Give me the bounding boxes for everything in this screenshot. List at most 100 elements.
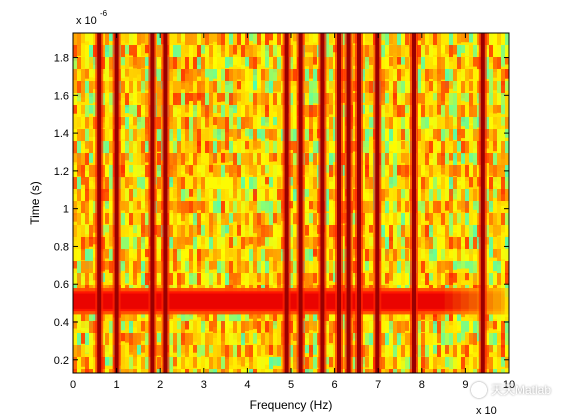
heatmap-cell [133,129,137,144]
heatmap-cell [141,129,145,141]
heatmap-cell [325,69,329,81]
heatmap-cell [433,261,437,272]
heatmap-cell [141,165,145,175]
heatmap-cell [401,357,405,371]
heatmap-cell [401,333,405,353]
heatmap-cell [189,249,193,269]
heatmap-cell [121,93,125,102]
heatmap-cell [425,153,429,171]
heatmap-cell [269,201,273,213]
heatmap-cell [365,129,369,147]
heatmap-cell [485,117,489,137]
heatmap-cell [305,177,309,195]
heatmap-cell [73,153,77,163]
heatmap-cell [417,249,421,257]
heatmap-cell [241,201,245,214]
heatmap-cell [77,225,81,238]
heatmap-cell [501,261,505,276]
heatmap-cell [133,153,137,173]
heatmap-cell [213,369,217,373]
heatmap-cell [189,129,193,145]
heatmap-cell [497,333,501,343]
heatmap-cell [169,141,173,157]
heatmap-cell [225,69,229,86]
heatmap-cell [261,225,265,245]
heatmap-cell [269,165,273,178]
heatmap-cell [369,201,373,215]
heatmap-cell [221,69,225,81]
heatmap-cell [221,45,225,58]
heatmap-cell [465,57,469,66]
heatmap-cell [89,177,93,188]
heatmap-cell [249,345,253,362]
heatmap-cell [305,153,309,173]
heatmap-cell [289,45,293,64]
heatmap-cell [405,153,409,174]
heatmap-cell [125,369,129,373]
heatmap-cell [157,129,161,142]
heatmap-cell [269,129,273,141]
heatmap-cell [369,213,373,234]
heatmap-cell [145,213,149,233]
heatmap-cell [401,93,405,105]
heatmap-cell [489,45,493,63]
heatmap-cell [145,369,149,373]
y-tick-label: 1.4 [54,128,69,140]
heatmap-cell [193,369,197,373]
heatmap-cell [129,69,133,87]
heatmap-cell [209,345,213,353]
heatmap-cell [265,249,269,263]
heatmap-cell [197,225,201,235]
heatmap-cell [77,189,81,206]
heatmap-cell [73,165,77,179]
heatmap-cell [329,201,333,222]
heatmap-cell [145,345,149,363]
heatmap-cell [289,57,293,71]
x-tick-label: 6 [332,379,338,391]
heatmap-cell [105,189,109,204]
heatmap-cell [425,213,429,221]
heatmap-cell [293,249,297,259]
heatmap-cell [105,93,109,103]
heatmap-cell [237,45,241,57]
heatmap-cell [193,69,197,83]
heatmap-cell [457,249,461,264]
heatmap-cell [133,237,137,254]
heatmap-cell [181,321,185,341]
heatmap-cell [445,165,449,176]
heatmap-cell [173,249,177,262]
heatmap-cell [493,81,497,91]
x-tick-label: 5 [288,379,294,391]
heatmap-cell [329,321,333,336]
heatmap-cell [121,261,125,271]
heatmap-cell [329,141,333,156]
heatmap-cell [417,321,421,338]
heatmap-cell [125,165,129,185]
heatmap-cell [469,249,473,263]
heatmap-cell [145,57,149,66]
heatmap-cell [213,69,217,79]
heatmap-cell [137,261,141,278]
heatmap-cell [257,93,261,110]
heatmap-cell [469,369,473,373]
heatmap-cell [461,261,465,269]
heatmap-cell [137,57,141,75]
heatmap-cell [457,153,461,162]
heatmap-cell [397,165,401,176]
heatmap-cell [385,57,389,71]
heatmap-cell [85,81,89,99]
heatmap-cell [465,81,469,96]
heatmap-cell [221,141,225,150]
heatmap-cell [449,333,453,350]
heatmap-cell [421,249,425,259]
heatmap-cell [213,177,217,196]
heatmap-cell [273,201,277,215]
heatmap-cell [73,129,77,149]
heatmap-cell [485,309,489,329]
heatmap-cell [73,321,77,329]
heatmap-cell [437,309,441,321]
heatmap-cell [489,33,493,47]
x-tick-label: 0 [70,379,76,391]
heatmap-cell [233,105,237,113]
heatmap-cell [129,357,133,373]
